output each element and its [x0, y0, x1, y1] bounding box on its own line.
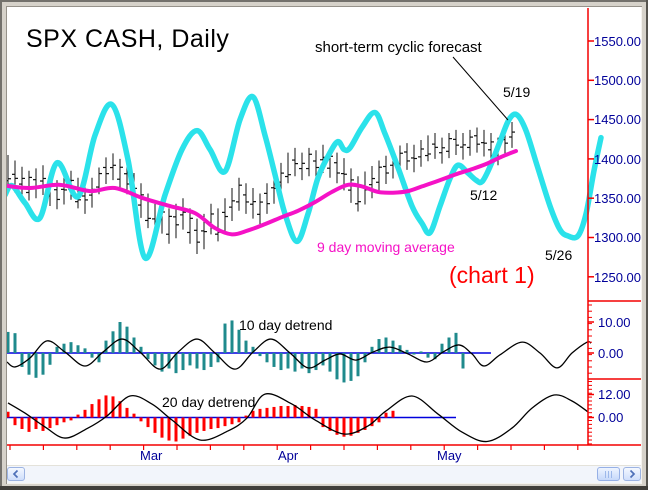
detrend20-panel-label: 20 day detrend: [162, 394, 256, 410]
price-axis-label: 1550.00: [594, 34, 641, 49]
price-axis-label: 1500.00: [594, 73, 641, 88]
price-axis-label: 1450.00: [594, 112, 641, 127]
forecast-annotation: short-term cyclic forecast: [315, 39, 482, 56]
scroll-right-button[interactable]: [623, 467, 641, 481]
detrend10-axis-label: 10.00: [598, 315, 631, 330]
detrend10-cycle-line: [6, 338, 592, 370]
date-label-5-26: 5/26: [545, 247, 573, 263]
chevron-left-icon: [12, 469, 19, 479]
date-label-5-19: 5/19: [503, 84, 531, 100]
scrollbar-thumb[interactable]: [597, 467, 620, 481]
month-label-mar: Mar: [140, 448, 163, 463]
detrend20-axis-label: 12.00: [598, 387, 631, 402]
month-label-apr: Apr: [278, 448, 299, 463]
date-label-5-12: 5/12: [470, 187, 498, 203]
forecast-pointer-line: [452, 56, 509, 121]
detrend20-cycle-line: [7, 393, 589, 443]
detrend10-panel-label: 10 day detrend: [239, 317, 333, 333]
price-axis-label: 1350.00: [594, 191, 641, 206]
month-label-may: May: [437, 448, 462, 463]
moving-average-line: [3, 149, 518, 237]
price-axis-label: 1300.00: [594, 230, 641, 245]
moving-average-label: 9 day moving average: [317, 239, 455, 255]
detrend10-axis-label: 0.00: [598, 346, 624, 361]
chevron-right-icon: [629, 469, 636, 479]
page-title: SPX CASH, Daily: [26, 25, 230, 53]
scroll-left-button[interactable]: [7, 467, 25, 481]
cyclic-forecast-line: [2, 93, 604, 261]
chart-number-label: (chart 1): [449, 262, 535, 288]
price-axis-label: 1400.00: [594, 152, 641, 167]
price-axis-label: 1250.00: [594, 270, 641, 285]
horizontal-scrollbar[interactable]: [6, 465, 642, 483]
detrend20-axis-label: 0.00: [598, 410, 624, 425]
